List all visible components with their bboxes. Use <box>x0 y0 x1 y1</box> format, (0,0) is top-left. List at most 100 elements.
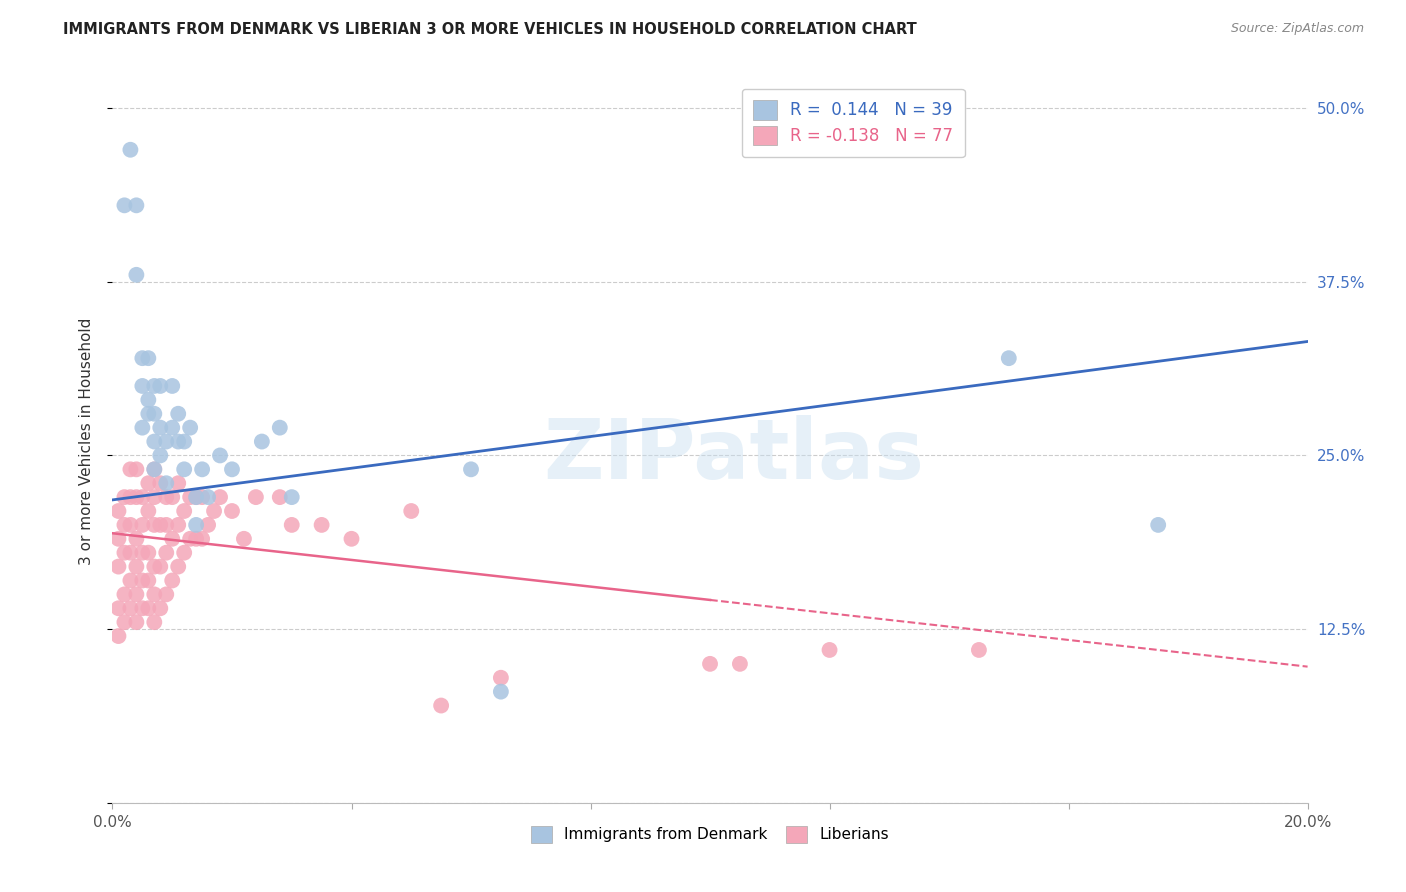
Point <box>120 574 142 588</box>
Point <box>1147 517 1170 532</box>
Point <box>191 490 214 504</box>
Y-axis label: 3 or more Vehicles in Household: 3 or more Vehicles in Household <box>79 318 94 566</box>
Point <box>967 643 990 657</box>
Text: Source: ZipAtlas.com: Source: ZipAtlas.com <box>1230 22 1364 36</box>
Point <box>155 517 177 532</box>
Point <box>131 379 153 393</box>
Point <box>125 587 148 601</box>
Point <box>155 490 177 504</box>
Point <box>131 420 153 434</box>
Point <box>125 559 148 574</box>
Point <box>173 434 195 449</box>
Point <box>179 490 201 504</box>
Point <box>728 657 751 671</box>
Point <box>143 462 166 476</box>
Point <box>138 351 160 366</box>
Point <box>107 601 129 615</box>
Point <box>138 546 160 560</box>
Point <box>489 684 512 698</box>
Point <box>186 532 208 546</box>
Point <box>191 532 214 546</box>
Text: ZIPatlas: ZIPatlas <box>544 416 924 497</box>
Point <box>162 379 183 393</box>
Point <box>233 532 256 546</box>
Point <box>143 462 166 476</box>
Point <box>155 546 177 560</box>
Point <box>120 462 142 476</box>
Point <box>197 490 219 504</box>
Point <box>138 476 160 491</box>
Point <box>167 517 190 532</box>
Point <box>149 601 172 615</box>
Point <box>149 517 172 532</box>
Point <box>138 504 160 518</box>
Point <box>131 351 153 366</box>
Point <box>197 517 219 532</box>
Point <box>107 629 129 643</box>
Point <box>269 490 291 504</box>
Point <box>269 420 291 434</box>
Point <box>107 559 129 574</box>
Point <box>167 559 190 574</box>
Point <box>125 462 148 476</box>
Point <box>311 517 333 532</box>
Point <box>125 198 148 212</box>
Point <box>186 517 208 532</box>
Point <box>179 420 201 434</box>
Point <box>114 517 135 532</box>
Point <box>114 587 135 601</box>
Point <box>149 559 172 574</box>
Point <box>125 615 148 630</box>
Point <box>149 379 172 393</box>
Point <box>149 476 172 491</box>
Point <box>699 657 721 671</box>
Point <box>131 517 153 532</box>
Point <box>114 615 135 630</box>
Point <box>818 643 841 657</box>
Point <box>114 490 135 504</box>
Point <box>125 490 148 504</box>
Point <box>143 615 166 630</box>
Point <box>107 532 129 546</box>
Point <box>179 532 201 546</box>
Point <box>173 462 195 476</box>
Point <box>114 198 135 212</box>
Point <box>209 490 232 504</box>
Point <box>460 462 482 476</box>
Point <box>143 587 166 601</box>
Point <box>209 449 232 463</box>
Point <box>167 434 190 449</box>
Legend: Immigrants from Denmark, Liberians: Immigrants from Denmark, Liberians <box>524 820 896 849</box>
Point <box>202 504 225 518</box>
Point <box>167 407 190 421</box>
Point <box>430 698 453 713</box>
Point <box>143 490 166 504</box>
Point <box>107 504 129 518</box>
Point <box>155 434 177 449</box>
Point <box>131 490 153 504</box>
Point <box>138 601 160 615</box>
Point <box>143 407 166 421</box>
Point <box>143 434 166 449</box>
Point <box>120 143 142 157</box>
Point <box>162 574 183 588</box>
Point <box>167 476 190 491</box>
Point <box>245 490 267 504</box>
Point <box>155 476 177 491</box>
Point <box>191 462 214 476</box>
Point <box>281 490 304 504</box>
Point <box>155 587 177 601</box>
Text: IMMIGRANTS FROM DENMARK VS LIBERIAN 3 OR MORE VEHICLES IN HOUSEHOLD CORRELATION : IMMIGRANTS FROM DENMARK VS LIBERIAN 3 OR… <box>63 22 917 37</box>
Point <box>120 546 142 560</box>
Point <box>131 546 153 560</box>
Point <box>138 392 160 407</box>
Point <box>131 574 153 588</box>
Point <box>125 532 148 546</box>
Point <box>120 490 142 504</box>
Point <box>143 379 166 393</box>
Point <box>162 420 183 434</box>
Point <box>120 601 142 615</box>
Point <box>125 268 148 282</box>
Point <box>250 434 273 449</box>
Point <box>114 546 135 560</box>
